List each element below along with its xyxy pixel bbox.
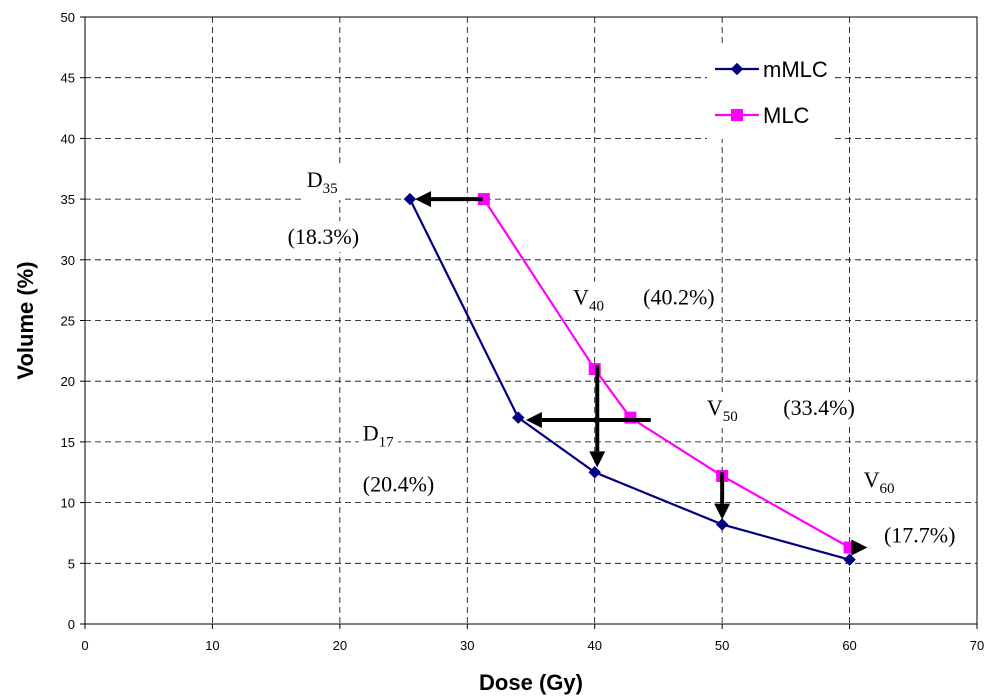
annotation-symbol: D xyxy=(307,167,323,192)
annotation-background xyxy=(358,417,399,454)
annotation-text: (17.7%) xyxy=(884,523,955,548)
x-tick-label: 20 xyxy=(333,638,347,653)
data-point xyxy=(588,363,601,376)
arrow-head xyxy=(714,503,731,520)
legend-label: MLC xyxy=(763,103,810,128)
x-tick-label: 50 xyxy=(715,638,729,653)
annotation-background xyxy=(283,221,364,253)
x-tick-label: 30 xyxy=(460,638,474,653)
y-tick-label: 0 xyxy=(68,617,75,632)
annotation-symbol: D xyxy=(363,421,379,446)
series-layer xyxy=(403,192,856,566)
legend-marker xyxy=(730,62,744,76)
annotation-text: (33.4%) xyxy=(783,395,854,420)
annotation: D17 xyxy=(358,417,399,454)
series-mmlc xyxy=(403,192,856,566)
data-point xyxy=(624,411,637,424)
annotation-background xyxy=(702,392,742,429)
legend-background xyxy=(707,45,832,139)
annotation-text: V60 xyxy=(864,467,895,497)
x-tick-label: 0 xyxy=(81,638,88,653)
annotation-background xyxy=(358,468,439,500)
annotation-text: V50 xyxy=(707,395,738,425)
annotation-text: (20.4%) xyxy=(363,472,434,497)
data-point xyxy=(715,518,729,531)
annotation-symbol: V xyxy=(573,285,589,310)
annotation: (20.4%) xyxy=(358,468,439,500)
data-point xyxy=(512,411,525,424)
annotation-background xyxy=(302,163,342,200)
arrow-head xyxy=(589,451,606,468)
annotation: (17.7%) xyxy=(879,519,960,551)
arrow xyxy=(851,539,868,556)
x-tick-label: 60 xyxy=(842,638,856,653)
annotation: V60 xyxy=(859,463,899,500)
y-tick-label: 25 xyxy=(61,314,75,329)
data-point xyxy=(588,466,601,479)
annotation: V50 xyxy=(702,392,742,429)
x-tick-label: 70 xyxy=(970,638,984,653)
arrow-head xyxy=(851,539,868,556)
series-line xyxy=(482,198,851,549)
y-tick-label: 40 xyxy=(61,131,75,146)
series-mlc xyxy=(477,193,856,554)
annotation-background xyxy=(569,281,608,318)
axis-ticks: 0 10 20 30 40 50 60 70 0 5 10 15 20 25 30 35 40 45 50 xyxy=(61,10,985,653)
grid xyxy=(85,17,977,624)
x-tick-label: 40 xyxy=(587,638,601,653)
y-tick-label: 30 xyxy=(61,253,75,268)
annotation-subscript: 60 xyxy=(879,481,894,497)
arrow xyxy=(415,191,483,208)
annotation-text: (40.2%) xyxy=(643,285,714,310)
legend-label: mMLC xyxy=(763,57,828,82)
y-tick-label: 50 xyxy=(61,10,75,25)
annotation-background xyxy=(779,392,859,424)
annotation-text: (18.3%) xyxy=(288,224,359,249)
annotation: (33.4%) xyxy=(779,392,859,424)
annotation-background xyxy=(859,463,899,500)
arrow-head xyxy=(525,412,542,429)
annotation: V40 xyxy=(569,281,608,318)
series-line xyxy=(408,198,850,561)
arrows-layer xyxy=(415,191,868,556)
x-axis-title: Dose (Gy) xyxy=(479,670,583,695)
annotations-layer: D35(18.3%)V40 (40.2%)D17(20.4%)V50 (33.4%)… xyxy=(283,163,960,551)
annotation-text: D17 xyxy=(363,421,394,451)
y-tick-label: 5 xyxy=(68,556,75,571)
annotation-background xyxy=(879,519,960,551)
annotation-subscript: 40 xyxy=(589,299,604,315)
annotation-text: D35 xyxy=(307,167,338,197)
arrow xyxy=(714,472,731,520)
y-tick-label: 20 xyxy=(61,374,75,389)
annotation-background xyxy=(639,281,719,313)
y-tick-label: 35 xyxy=(61,192,75,207)
x-tick-label: 10 xyxy=(205,638,219,653)
legend-entry-mlc: MLC xyxy=(715,103,810,128)
annotation: D35 xyxy=(302,163,342,200)
arrow xyxy=(589,365,606,468)
y-axis-title: Volume (%) xyxy=(13,261,38,379)
arrow-head xyxy=(415,191,432,208)
annotation-subscript: 17 xyxy=(379,435,395,451)
annotation-text: V40 xyxy=(573,285,604,315)
legend: mMLC MLC xyxy=(707,45,832,139)
data-point xyxy=(843,553,856,566)
legend-entry-mmlc: mMLC xyxy=(715,57,828,82)
annotation: (40.2%) xyxy=(639,281,719,313)
data-point xyxy=(403,192,417,206)
annotation-subscript: 35 xyxy=(323,181,338,197)
annotation-subscript: 50 xyxy=(723,409,738,425)
legend-marker xyxy=(731,109,743,121)
y-tick-label: 10 xyxy=(61,496,75,511)
y-tick-label: 15 xyxy=(61,435,75,450)
annotation-symbol: V xyxy=(864,467,880,492)
y-tick-label: 45 xyxy=(61,71,75,86)
annotation: (18.3%) xyxy=(283,221,364,253)
annotation-symbol: V xyxy=(707,395,723,420)
